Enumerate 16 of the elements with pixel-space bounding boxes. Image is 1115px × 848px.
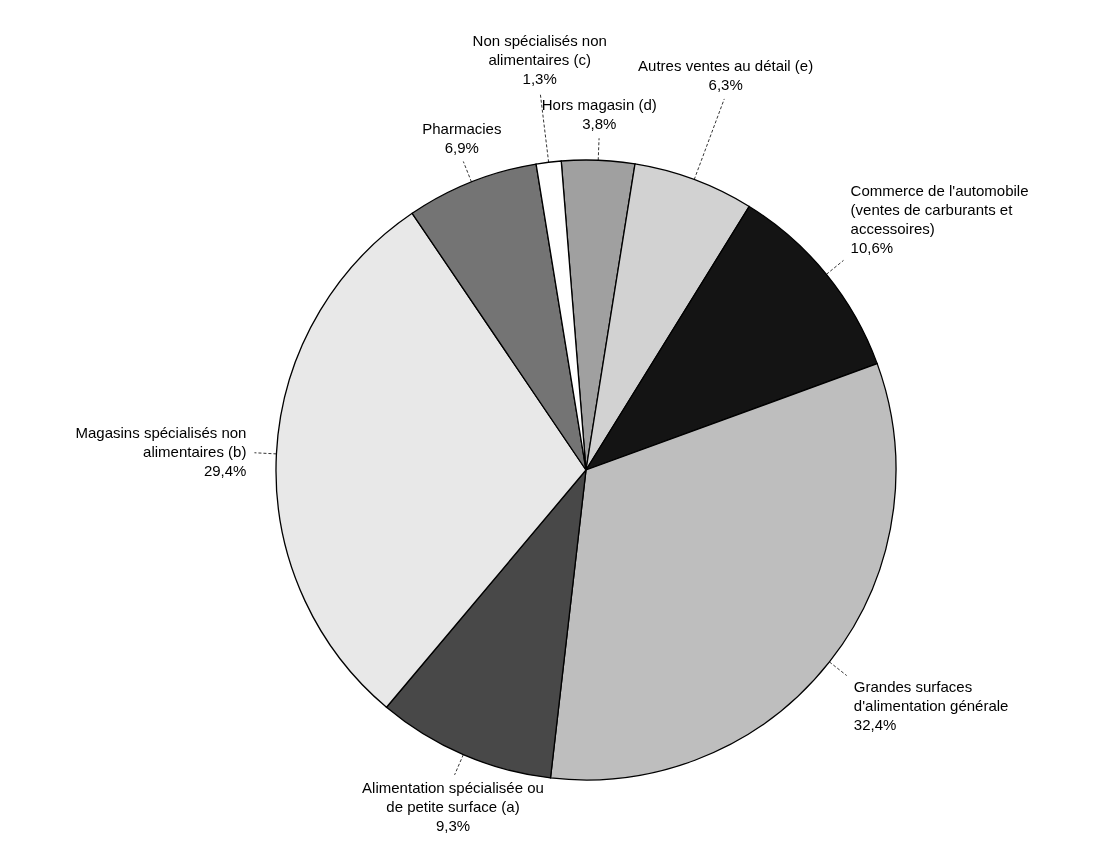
data-label: 9,3% <box>435 816 471 834</box>
slice-label: Hors magasin (d) <box>541 96 657 114</box>
data-label: 3,8% <box>582 115 617 133</box>
data-label: 6,3% <box>708 76 743 94</box>
slice-label: Alimentation spécialisée ou de petite surface (a) <box>362 778 544 815</box>
data-label: 6,9% <box>444 138 479 156</box>
slice-label: Magasins spécialisés non alimentaires (b) <box>75 424 247 461</box>
slice-label: Autres ventes au détail (e) <box>638 57 814 75</box>
slice-label: Commerce de l'automobile (ventes de carburants et accessoires) <box>850 181 1029 237</box>
data-label: 10,6% <box>850 238 894 256</box>
data-label: 32,4% <box>853 716 897 734</box>
data-label: 1,3% <box>522 69 557 87</box>
slice-label: Pharmacies <box>422 119 502 137</box>
slice-label: Grandes surfaces d'alimentation générale <box>853 678 1009 715</box>
slice-label: Non spécialisés non alimentaires (c) <box>472 31 607 68</box>
data-label: 29,4% <box>203 462 247 480</box>
